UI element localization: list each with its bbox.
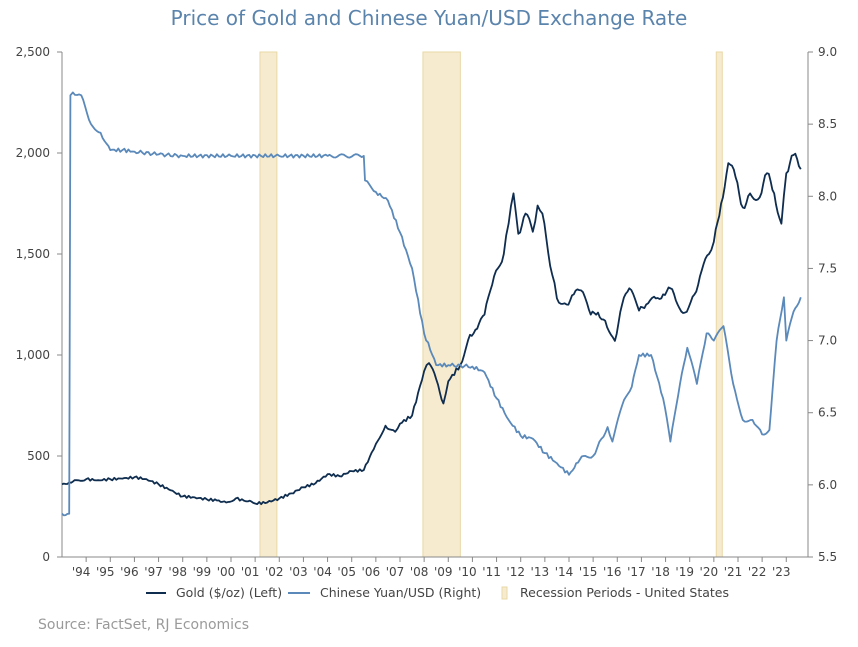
x-tick-label: '09 — [434, 565, 453, 579]
x-tick-label: '00 — [217, 565, 236, 579]
left-tick-label: 0 — [42, 550, 50, 564]
x-tick-label: '14 — [555, 565, 574, 579]
x-tick-label: '98 — [168, 565, 187, 579]
recession-bands — [259, 51, 723, 558]
right-tick-label: 9.0 — [818, 45, 837, 59]
chart-axes: 0 500 1,000 1,500 2,000 2,500 5.5 6.0 6.5 7.0 7.5 8… — [16, 45, 837, 579]
right-tick-label: 7.0 — [818, 334, 837, 348]
chart-legend: Gold ($/oz) (Left) Chinese Yuan/USD (Righ… — [146, 585, 729, 600]
x-tick-label: '22 — [748, 565, 767, 579]
x-tick-label: '21 — [724, 565, 743, 579]
x-tick-label: '07 — [386, 565, 405, 579]
left-tick-label: 2,000 — [16, 146, 50, 160]
recession-band — [422, 51, 461, 558]
legend-recession-swatch — [501, 586, 508, 600]
legend-recession-label: Recession Periods - United States — [520, 585, 729, 600]
chart-title: Price of Gold and Chinese Yuan/USD Excha… — [170, 6, 688, 30]
x-tick-label: '10 — [458, 565, 477, 579]
x-tick-label: '96 — [120, 565, 139, 579]
right-tick-label: 8.5 — [818, 117, 837, 131]
x-tick-label: '13 — [531, 565, 550, 579]
x-tick-label: '05 — [337, 565, 356, 579]
x-tick-label: '06 — [362, 565, 381, 579]
x-tick-label: '19 — [675, 565, 694, 579]
legend-yuan-label: Chinese Yuan/USD (Right) — [320, 585, 481, 600]
left-tick-label: 1,500 — [16, 247, 50, 261]
x-tick-label: '97 — [144, 565, 163, 579]
x-tick-label: '03 — [289, 565, 308, 579]
legend-gold-label: Gold ($/oz) (Left) — [176, 585, 282, 600]
right-tick-label: 6.0 — [818, 478, 837, 492]
left-tick-label: 500 — [27, 449, 50, 463]
right-tick-label: 6.5 — [818, 406, 837, 420]
source-note: Source: FactSet, RJ Economics — [38, 617, 250, 633]
x-tick-label: '02 — [265, 565, 284, 579]
x-tick-label: '11 — [482, 565, 501, 579]
x-tick-label: '94 — [72, 565, 91, 579]
recession-band — [715, 51, 723, 558]
x-tick-label: '23 — [772, 565, 791, 579]
x-tick-label: '04 — [313, 565, 332, 579]
x-tick-label: '15 — [579, 565, 598, 579]
x-tick-label: '20 — [700, 565, 719, 579]
right-tick-label: 7.5 — [818, 261, 837, 275]
chart-series — [61, 91, 802, 517]
left-tick-label: 2,500 — [16, 45, 50, 59]
x-tick-label: '16 — [603, 565, 622, 579]
x-tick-label: '95 — [96, 565, 115, 579]
x-tick-label: '99 — [193, 565, 212, 579]
gold-price-line — [61, 152, 802, 506]
x-tick-label: '01 — [241, 565, 260, 579]
left-tick-label: 1,000 — [16, 348, 50, 362]
x-tick-label: '12 — [506, 565, 525, 579]
x-tick-label: '08 — [410, 565, 429, 579]
recession-band — [259, 51, 278, 558]
yuan-usd-line — [61, 91, 802, 517]
x-tick-label: '17 — [627, 565, 646, 579]
x-tick-label: '18 — [651, 565, 670, 579]
right-tick-label: 8.0 — [818, 189, 837, 203]
right-tick-label: 5.5 — [818, 550, 837, 564]
